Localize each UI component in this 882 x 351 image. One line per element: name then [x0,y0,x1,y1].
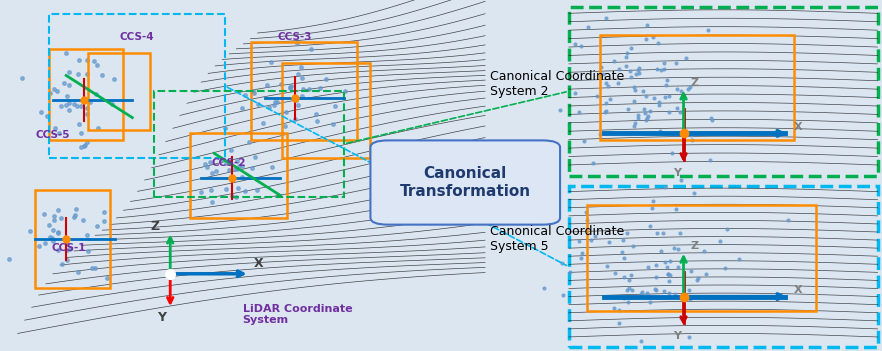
Bar [600,35,794,140]
Text: Y: Y [673,331,681,341]
Text: Y: Y [673,167,681,178]
Text: Z: Z [691,78,699,88]
Bar [49,49,123,140]
Bar [569,186,878,347]
Text: Z: Z [151,220,160,233]
Text: X: X [254,257,264,270]
FancyBboxPatch shape [0,0,560,351]
FancyBboxPatch shape [564,0,882,351]
Text: X: X [794,285,803,295]
Text: CCS-4: CCS-4 [119,32,153,42]
Bar [190,133,287,218]
Bar [154,91,344,197]
Text: LiDAR Coordinate
System: LiDAR Coordinate System [243,304,352,325]
Bar [88,53,150,130]
Text: CCS-5: CCS-5 [35,131,70,140]
Bar [251,42,357,140]
Bar [569,7,878,176]
Text: X: X [794,122,803,132]
Text: CCS-2: CCS-2 [212,159,246,168]
Text: Y: Y [157,311,166,324]
Bar [587,205,816,311]
Text: CCS-3: CCS-3 [278,32,312,42]
Text: Canonical Coordinate
System 2: Canonical Coordinate System 2 [490,70,624,98]
Text: Canonical Coordinate
System 5: Canonical Coordinate System 5 [490,225,624,253]
Bar [282,63,370,158]
Text: CCS-1: CCS-1 [51,243,86,253]
Bar [35,190,110,288]
Text: Canonical
Transformation: Canonical Transformation [400,166,531,199]
FancyBboxPatch shape [370,140,560,225]
Text: Z: Z [691,241,699,251]
Bar [49,14,225,158]
